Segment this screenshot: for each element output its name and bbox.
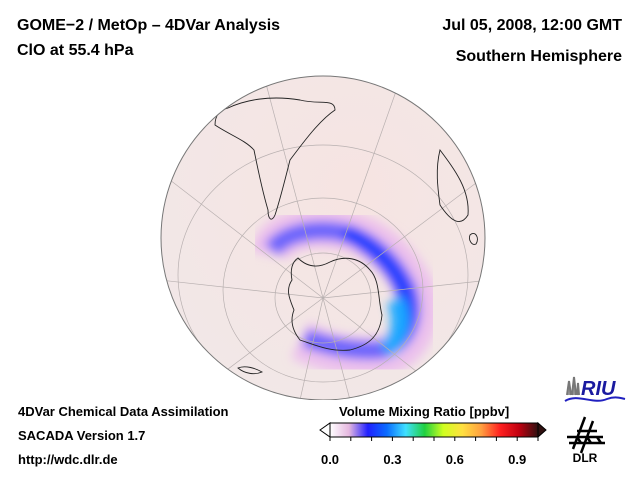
colorbar-title: Volume Mixing Ratio [ppbv] [339,404,510,419]
globe-outline [160,75,486,400]
dlr-logo: DLR [567,416,605,465]
footer-system-label: 4DVar Chemical Data Assimilation [18,404,229,419]
coastlines [214,97,478,375]
colorbar-tick-label: 0.6 [445,452,464,467]
colorbar-tick-label: 0.0 [320,452,340,467]
globe-map [160,75,486,400]
colorbar-tick-label: 0.3 [383,452,402,467]
map-title: GOME−2 / MetOp – 4DVar Analysis [17,17,281,34]
colorbar [319,421,547,441]
riu-logo-text: RIU [581,378,616,400]
map-subtitle: ClO at 55.4 hPa [17,42,134,59]
colorbar-min-extend [319,422,331,438]
clo-vortex-ring [250,208,439,377]
colorbar-max-extend [537,421,547,439]
colorbar-gradient [329,422,539,438]
footer-version-label: SACADA Version 1.7 [18,428,146,443]
graticule [161,79,485,400]
riu-logo: RIU [564,376,626,402]
dlr-logo-text: DLR [573,451,598,465]
colorbar-tick-label: 0.9 [508,452,527,467]
footer-url-link[interactable]: http://wdc.dlr.de [18,452,118,467]
hemisphere-label: Southern Hemisphere [455,48,622,65]
analysis-datetime: Jul 05, 2008, 12:00 GMT [442,17,622,34]
